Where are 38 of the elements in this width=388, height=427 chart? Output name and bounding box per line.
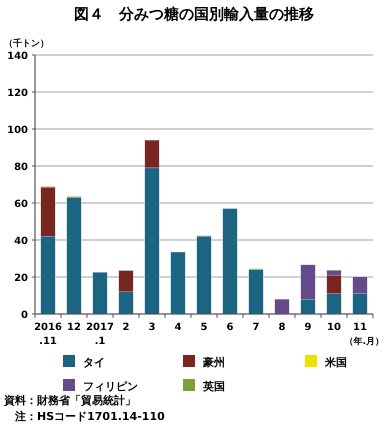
text: 注：HSコード1701.14-110 xyxy=(14,410,166,423)
x-tick-label: 6 xyxy=(226,322,234,333)
x-tick-label: 4 xyxy=(174,322,182,333)
y-tick-label: 20 xyxy=(14,273,28,284)
y-tick-label: 140 xyxy=(7,51,28,62)
chart-title: 図４ 分みつ糖の国別輸入量の推移 xyxy=(74,5,314,23)
legend-label: タイ xyxy=(83,356,105,369)
x-tick-label: 10 xyxy=(327,322,341,333)
bar xyxy=(222,208,238,314)
x-tick-label: 7 xyxy=(252,322,260,333)
y-tick-label: 40 xyxy=(14,236,28,247)
text: 資料：財務省「貿易統計」 xyxy=(3,394,136,407)
bar xyxy=(274,299,290,314)
x-tick-label: 3 xyxy=(148,322,156,333)
x-axis-title: （年.月） xyxy=(344,336,384,347)
legend-label: 豪州 xyxy=(202,356,225,369)
y-tick-label: 0 xyxy=(21,310,28,321)
x-tick-label: 2017 .1 xyxy=(86,322,114,347)
bar xyxy=(66,197,82,314)
bar xyxy=(196,236,212,314)
legend-label: フィリピン xyxy=(83,380,138,393)
legend-label: 英国 xyxy=(202,380,225,393)
x-tick-label: 12 xyxy=(67,322,81,333)
x-tick-label: 11 xyxy=(353,322,367,333)
x-tick-label: 8 xyxy=(278,322,286,333)
x-tick-label: 2016 .11 xyxy=(34,322,62,347)
x-tick-label: 9 xyxy=(304,322,312,333)
bar xyxy=(170,252,186,314)
bar xyxy=(248,269,264,314)
x-tick-label: 5 xyxy=(200,322,208,333)
y-tick-label: 60 xyxy=(14,199,28,210)
x-tick-label: 2 xyxy=(122,322,130,333)
legend-label: 米国 xyxy=(324,356,347,369)
y-axis-title: （千トン） xyxy=(4,38,49,49)
y-tick-label: 80 xyxy=(14,162,28,173)
bar xyxy=(92,272,108,314)
y-tick-label: 120 xyxy=(7,88,28,99)
y-tick-label: 100 xyxy=(7,125,28,136)
